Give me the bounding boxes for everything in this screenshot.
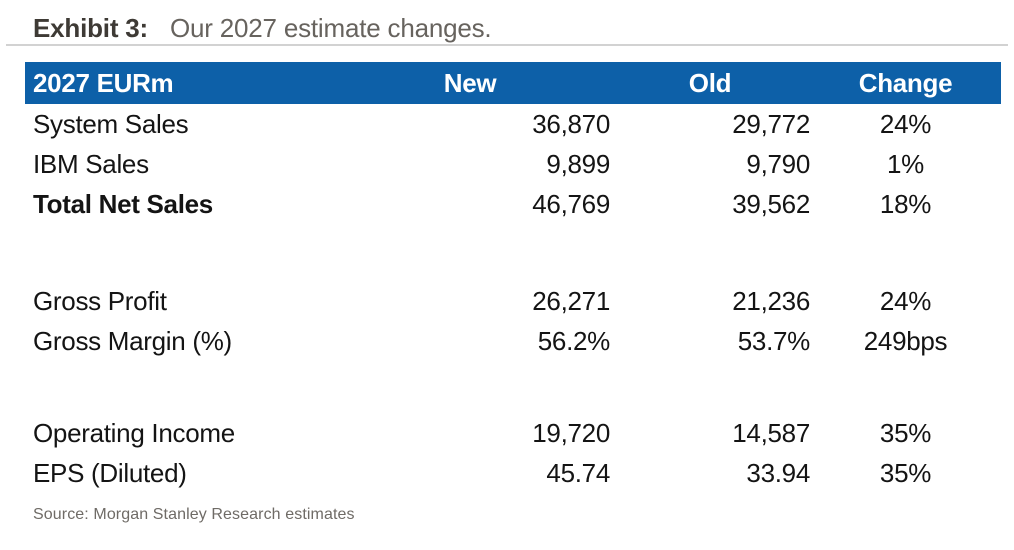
estimates-table: 2027 EURm New Old Change System Sales 36… bbox=[25, 62, 1001, 493]
column-header-metric: 2027 EURm bbox=[33, 67, 174, 98]
row-value-change: 24% bbox=[879, 285, 932, 316]
spacer-row bbox=[25, 224, 1001, 281]
row-value-old: 29,772 bbox=[732, 108, 810, 139]
row-value-old: 53.7% bbox=[737, 325, 811, 356]
column-header-old: Old bbox=[688, 67, 732, 98]
row-value-change: 35% bbox=[879, 457, 932, 488]
row-value-change: 18% bbox=[879, 188, 932, 219]
row-label: EPS (Diluted) bbox=[33, 457, 187, 488]
row-value-new: 36,870 bbox=[532, 108, 610, 139]
row-label: IBM Sales bbox=[33, 148, 149, 179]
row-value-change: 24% bbox=[879, 108, 932, 139]
row-value-new: 19,720 bbox=[532, 417, 610, 448]
row-value-change: 35% bbox=[879, 417, 932, 448]
row-value-old: 33.94 bbox=[746, 457, 810, 488]
exhibit-title: Exhibit 3: Our 2027 estimate changes. bbox=[33, 12, 492, 44]
column-header-change: Change bbox=[858, 67, 953, 98]
column-header-new: New bbox=[443, 67, 497, 98]
row-label: System Sales bbox=[33, 108, 189, 139]
row-value-change: 249bps bbox=[863, 325, 948, 356]
table-row: IBM Sales 9,899 9,790 1% bbox=[25, 144, 1001, 184]
row-label: Gross Profit bbox=[33, 285, 167, 316]
row-value-old: 39,562 bbox=[732, 188, 810, 219]
row-value-new: 9,899 bbox=[546, 148, 610, 179]
row-label: Operating Income bbox=[33, 417, 235, 448]
row-label: Total Net Sales bbox=[33, 188, 213, 219]
row-label: Gross Margin (%) bbox=[33, 325, 232, 356]
row-value-new: 26,271 bbox=[532, 285, 610, 316]
row-value-old: 9,790 bbox=[746, 148, 810, 179]
spacer-row bbox=[25, 361, 1001, 413]
title-divider bbox=[6, 44, 1008, 46]
row-value-new: 56.2% bbox=[537, 325, 611, 356]
table-row: Gross Margin (%) 56.2% 53.7% 249bps bbox=[25, 321, 1001, 361]
table-row: System Sales 36,870 29,772 24% bbox=[25, 104, 1001, 144]
source-note: Source: Morgan Stanley Research estimate… bbox=[33, 506, 355, 523]
row-value-new: 45.74 bbox=[546, 457, 610, 488]
row-value-old: 21,236 bbox=[732, 285, 810, 316]
table-row: Gross Profit 26,271 21,236 24% bbox=[25, 281, 1001, 321]
table-row: Operating Income 19,720 14,587 35% bbox=[25, 413, 1001, 453]
row-value-new: 46,769 bbox=[532, 188, 610, 219]
table-header-row: 2027 EURm New Old Change bbox=[25, 62, 1001, 104]
row-value-old: 14,587 bbox=[732, 417, 810, 448]
table-row: EPS (Diluted) 45.74 33.94 35% bbox=[25, 453, 1001, 493]
exhibit-label: Exhibit 3: bbox=[33, 13, 149, 43]
table-row: Total Net Sales 46,769 39,562 18% bbox=[25, 184, 1001, 224]
exhibit-caption: Our 2027 estimate changes. bbox=[170, 13, 492, 43]
row-value-change: 1% bbox=[887, 148, 924, 179]
